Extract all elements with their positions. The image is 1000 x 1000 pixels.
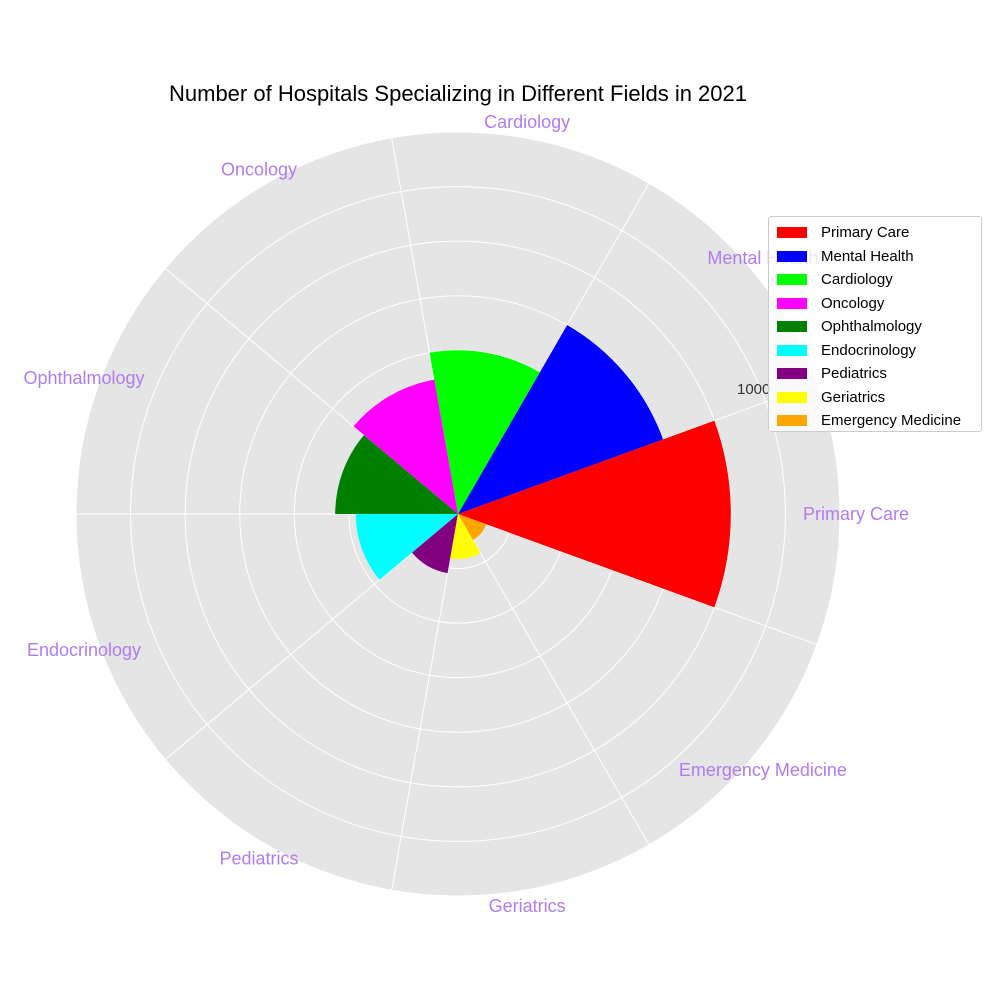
legend: Primary Care Mental Health Cardiology Oncol… — [768, 216, 982, 432]
legend-item: Primary Care — [777, 221, 973, 245]
category-label: Emergency Medicine — [679, 760, 847, 780]
legend-item: Pediatrics — [777, 362, 973, 386]
legend-item: Cardiology — [777, 268, 973, 292]
legend-label: Mental Health — [821, 247, 914, 265]
legend-label: Geriatrics — [821, 388, 886, 406]
category-label: Endocrinology — [27, 640, 141, 660]
legend-swatch — [777, 250, 807, 262]
category-label: Ophthalmology — [23, 368, 144, 388]
category-label: Primary Care — [803, 504, 909, 524]
legend-label: Cardiology — [821, 271, 893, 289]
bar-mental-health — [458, 324, 664, 514]
legend-item: Mental Health — [777, 245, 973, 269]
bar-pediatrics — [412, 514, 458, 574]
bar-primary-care — [458, 420, 731, 608]
legend-item: Oncology — [777, 292, 973, 316]
legend-label: Endocrinology — [821, 341, 917, 359]
grid-spoke — [457, 513, 650, 846]
legend-label: Primary Care — [821, 224, 910, 242]
grid-spoke — [457, 182, 650, 515]
bar-geriatrics — [450, 514, 481, 560]
radial-tick-label: 1000 — [737, 381, 770, 398]
legend-item: Endocrinology — [777, 339, 973, 363]
bar-ophthalmology — [335, 435, 458, 514]
bar-emergency-medicine — [458, 514, 487, 540]
legend-swatch — [777, 391, 807, 403]
grid-spoke — [391, 137, 459, 515]
bar-cardiology — [429, 350, 540, 514]
bar-oncology — [353, 379, 458, 514]
category-label: Geriatrics — [489, 896, 566, 916]
legend-item: Emergency Medicine — [777, 409, 973, 433]
chart-title: Number of Hospitals Specializing in Diff… — [169, 81, 747, 106]
legend-swatch — [777, 297, 807, 309]
legend-swatch — [777, 227, 807, 239]
legend-swatch — [777, 344, 807, 356]
bar-endocrinology — [355, 514, 458, 580]
legend-swatch — [777, 274, 807, 286]
legend-label: Ophthalmology — [821, 318, 922, 336]
legend-item: Ophthalmology — [777, 315, 973, 339]
legend-item: Geriatrics — [777, 386, 973, 410]
bars — [335, 324, 731, 608]
category-label: Cardiology — [484, 112, 570, 132]
legend-swatch — [777, 321, 807, 333]
legend-swatch — [777, 368, 807, 380]
legend-swatch — [777, 415, 807, 427]
category-label: Oncology — [221, 159, 297, 179]
category-label: Pediatrics — [219, 849, 298, 869]
grid-spoke — [391, 513, 459, 891]
legend-label: Emergency Medicine — [821, 412, 962, 430]
legend-label: Pediatrics — [821, 365, 887, 383]
legend-label: Oncology — [821, 294, 885, 312]
